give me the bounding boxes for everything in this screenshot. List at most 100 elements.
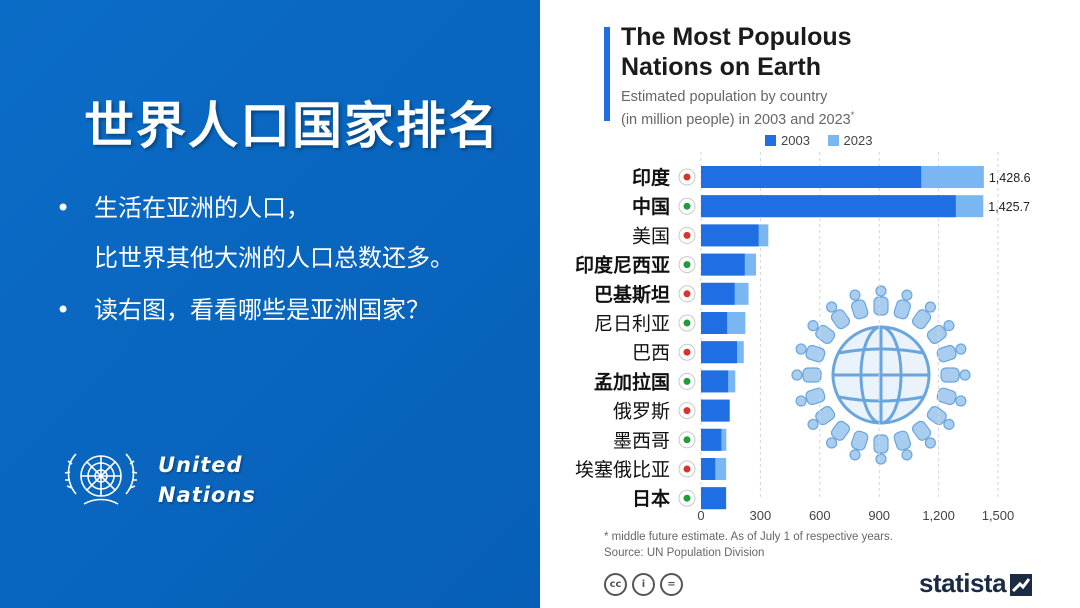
no-derivatives-icon: = <box>660 573 683 596</box>
chart-x-ticks: 0 300 600 900 1,200 1,500 <box>697 508 1014 523</box>
category-label: 墨西哥 <box>613 430 670 452</box>
person-icon <box>926 405 955 430</box>
person-icon <box>893 289 913 320</box>
data-label: 1,428.6 <box>989 171 1031 185</box>
footnote-text: * middle future estimate. As of July 1 o… <box>604 531 893 543</box>
person-icon <box>826 420 851 449</box>
person-icon <box>873 285 889 316</box>
bar-2003 <box>701 224 759 247</box>
person-icon <box>873 434 889 465</box>
chart-bars: 1,428.6 1,425.7 <box>701 166 1031 510</box>
category-label: 印度尼西亚 <box>575 254 670 277</box>
flag-emblem <box>683 173 691 181</box>
flag-emblem <box>683 231 691 239</box>
category-label: 日本 <box>632 487 670 510</box>
flag-emblem <box>683 319 691 327</box>
category-label: 印度 <box>632 166 671 189</box>
globe-people-illustration <box>791 285 971 465</box>
infographic-panel <box>540 0 1080 608</box>
bullet-dot: • <box>56 194 71 222</box>
bullet-1-line-2: 比世界其他大洲的人口总数还多。 <box>94 244 454 272</box>
category-label: 巴基斯坦 <box>594 283 670 306</box>
category-label: 美国 <box>632 225 670 247</box>
legend-swatch-2023 <box>827 135 839 146</box>
data-label: 1,425.7 <box>988 200 1030 214</box>
flag-emblem <box>683 494 691 502</box>
person-icon <box>826 301 851 330</box>
flag-emblem <box>683 407 691 415</box>
flag-emblem <box>683 436 691 444</box>
person-icon <box>791 367 822 383</box>
bullet-dot: • <box>56 296 71 324</box>
person-icon <box>849 289 869 320</box>
x-tick-label: 0 <box>697 508 704 523</box>
statista-mark-icon <box>1010 574 1032 596</box>
license-icons: cc i = <box>604 572 688 596</box>
category-label: 俄罗斯 <box>613 401 670 423</box>
bar-2003 <box>701 341 738 364</box>
chart-footnote: * middle future estimate. As of July 1 o… <box>604 529 893 561</box>
chart-subtitle-line-2: (in million people) in 2003 and 2023 <box>621 111 851 128</box>
legend-swatch-2003 <box>765 135 776 146</box>
chart-legend: 2003 2023 <box>765 133 872 148</box>
subtitle-asterisk: * <box>850 110 855 120</box>
person-icon <box>940 367 971 383</box>
bar-2003 <box>701 282 735 305</box>
bar-2003 <box>701 370 729 393</box>
flag-emblem <box>683 202 691 210</box>
category-label: 孟加拉国 <box>594 370 670 393</box>
category-label: 埃塞俄比亚 <box>575 459 670 481</box>
slide-panel: 世界人口国家排名 • 生活在亚洲的人口， 比世界其他大洲的人口总数还多。 • 读… <box>0 0 540 608</box>
person-icon <box>926 320 955 345</box>
chart-title: The Most Populous Nations on Earth <box>621 22 852 82</box>
source-text: Source: UN Population Division <box>604 547 765 559</box>
bar-2003 <box>701 428 722 451</box>
un-wordmark-line-2: Nations <box>158 483 256 507</box>
chart-subtitle-line-1: Estimated population by country <box>621 89 828 105</box>
legend-label-2023: 2023 <box>843 133 873 148</box>
bar-2003 <box>701 166 922 188</box>
x-tick-label: 1,500 <box>982 508 1015 523</box>
bar-2003 <box>701 195 956 218</box>
chart-subtitle: Estimated population by country (in mill… <box>621 88 901 129</box>
bar-2003 <box>701 487 727 510</box>
bar-2003 <box>701 253 745 276</box>
x-tick-label: 300 <box>750 508 772 523</box>
legend-label-2003: 2003 <box>781 133 810 148</box>
category-label: 巴西 <box>632 342 670 364</box>
chart-title-line-1: The Most Populous <box>621 23 852 51</box>
un-wordmark-line-1: United <box>158 453 243 477</box>
category-label: 尼日利亚 <box>594 313 670 335</box>
person-icon <box>911 420 936 449</box>
person-icon <box>936 387 967 407</box>
flag-emblem <box>683 377 691 385</box>
slide-title: 世界人口国家排名 <box>84 96 500 155</box>
person-icon <box>807 405 836 430</box>
x-tick-label: 600 <box>809 508 831 523</box>
person-icon <box>893 430 913 461</box>
person-icon <box>795 343 826 363</box>
x-tick-label: 1,200 <box>922 508 955 523</box>
title-accent-bar <box>604 27 610 121</box>
cc-icon: cc <box>604 573 627 596</box>
person-icon <box>911 301 936 330</box>
bar-2003 <box>701 312 728 334</box>
flag-emblem <box>683 261 691 269</box>
statista-logo: statista <box>919 568 1007 598</box>
bar-chart: 1,428.6 1,425.7 印度中国美国印度尼西亚巴基斯坦尼日利亚巴西孟加拉国… <box>575 152 1031 523</box>
attribution-icon: i <box>632 573 655 596</box>
flag-emblem <box>683 290 691 298</box>
bullet-2-line-1: 读右图，看看哪些是亚洲国家？ <box>94 296 430 324</box>
chart-subtitle-line-2-wrap: (in million people) in 2003 and 2023* <box>621 106 901 129</box>
un-emblem-icon <box>64 453 138 505</box>
un-wordmark: United Nations <box>158 450 256 510</box>
category-label: 中国 <box>632 195 670 218</box>
flag-emblem <box>683 465 691 473</box>
bar-2003 <box>701 458 716 480</box>
x-tick-label: 900 <box>868 508 890 523</box>
person-icon <box>849 430 869 461</box>
flag-emblem <box>683 348 691 356</box>
person-icon <box>936 343 967 363</box>
bullet-1-line-1: 生活在亚洲的人口， <box>94 194 310 222</box>
